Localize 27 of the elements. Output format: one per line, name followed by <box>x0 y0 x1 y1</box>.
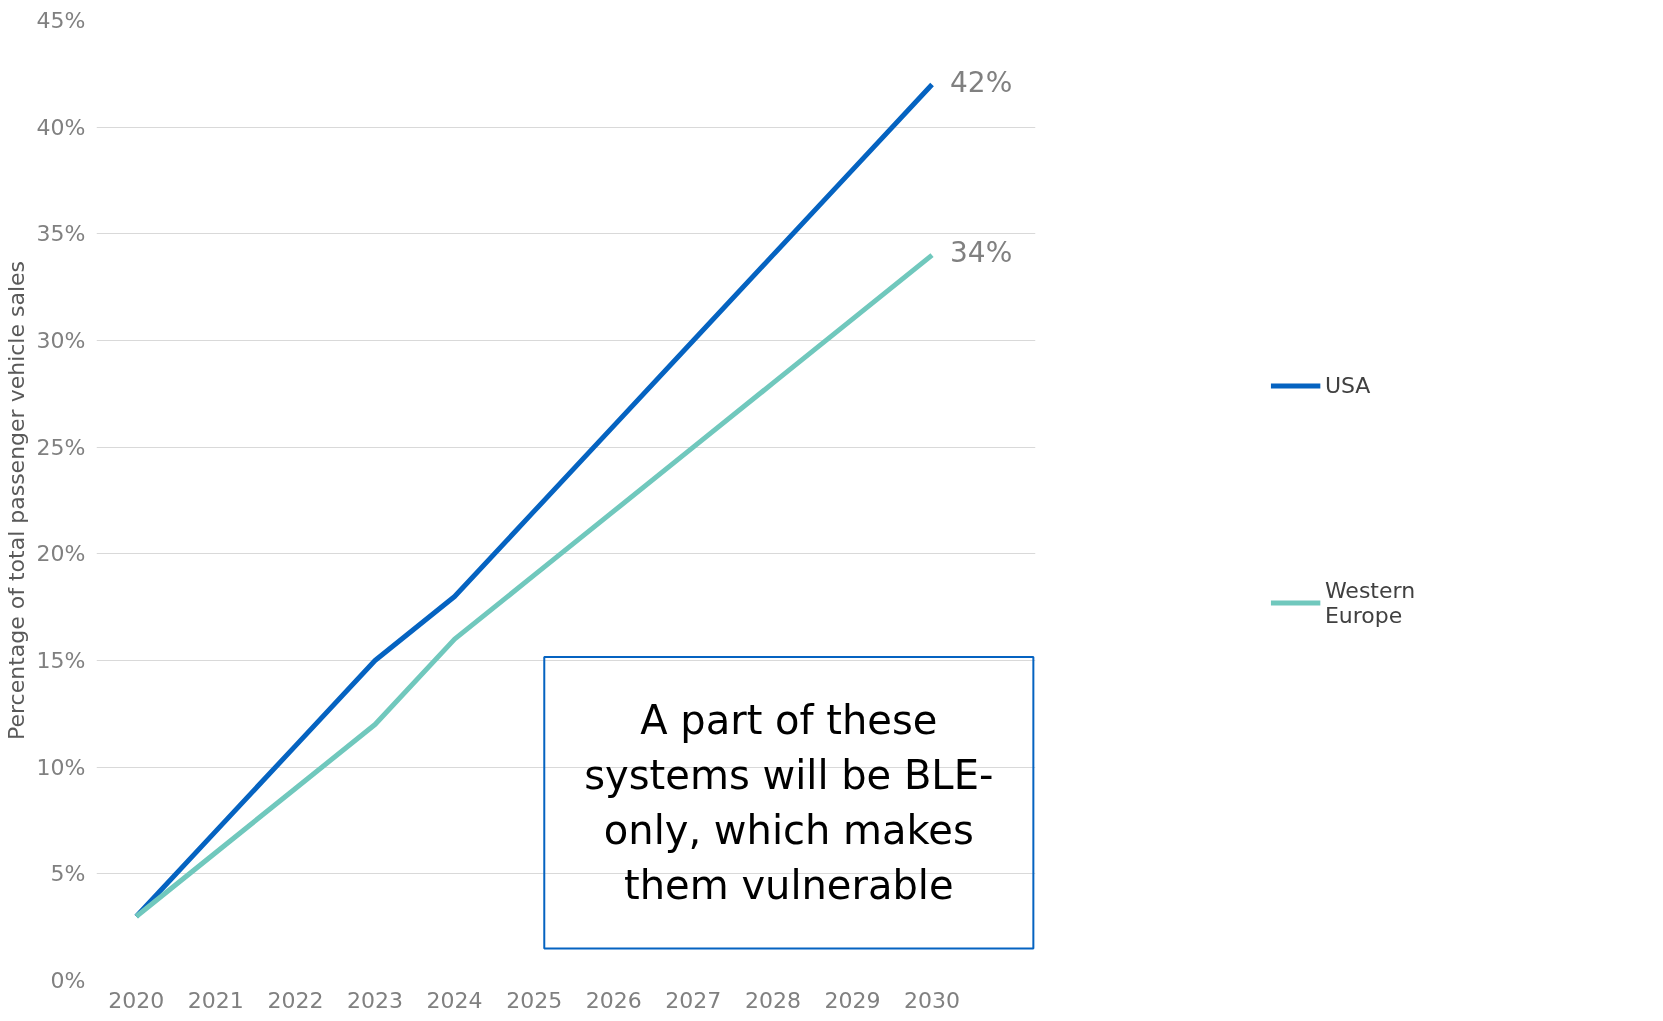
y-tick-label: 10% <box>36 754 86 780</box>
x-tick-label: 2029 <box>824 987 881 1013</box>
x-tick-label: 2022 <box>267 987 324 1013</box>
y-tick-label: 15% <box>36 648 86 673</box>
x-tick-label: 2027 <box>665 987 722 1013</box>
y-tick-label: 45% <box>36 8 86 33</box>
x-tick-label: 2021 <box>187 987 244 1013</box>
legend-label: Western Europe <box>1324 577 1416 628</box>
x-tick-label: 2020 <box>108 987 165 1013</box>
y-tick-label: 5% <box>50 861 86 887</box>
x-tick-label: 2024 <box>426 987 483 1013</box>
y-tick-label: 35% <box>36 221 86 247</box>
y-tick-label: 40% <box>36 114 86 140</box>
data-label: 42% <box>950 65 1013 99</box>
y-axis-title: Percentage of total passenger vehicle sales <box>3 260 29 741</box>
x-tick-label: 2026 <box>585 987 642 1013</box>
data-label: 34% <box>950 236 1013 270</box>
y-tick-label: 20% <box>36 541 86 567</box>
x-tick-label: 2030 <box>904 987 961 1013</box>
x-tick-label: 2023 <box>347 987 404 1013</box>
y-tick-label: 0% <box>50 968 86 993</box>
annotation: A part of these systems will be BLE-only, which makes them vulnerable <box>584 696 994 909</box>
legend-label: USA <box>1324 372 1371 398</box>
y-tick-label: 25% <box>36 434 86 460</box>
x-tick-label: 2025 <box>506 987 563 1013</box>
x-tick-label: 2028 <box>744 987 801 1013</box>
y-tick-label: 30% <box>36 328 86 353</box>
